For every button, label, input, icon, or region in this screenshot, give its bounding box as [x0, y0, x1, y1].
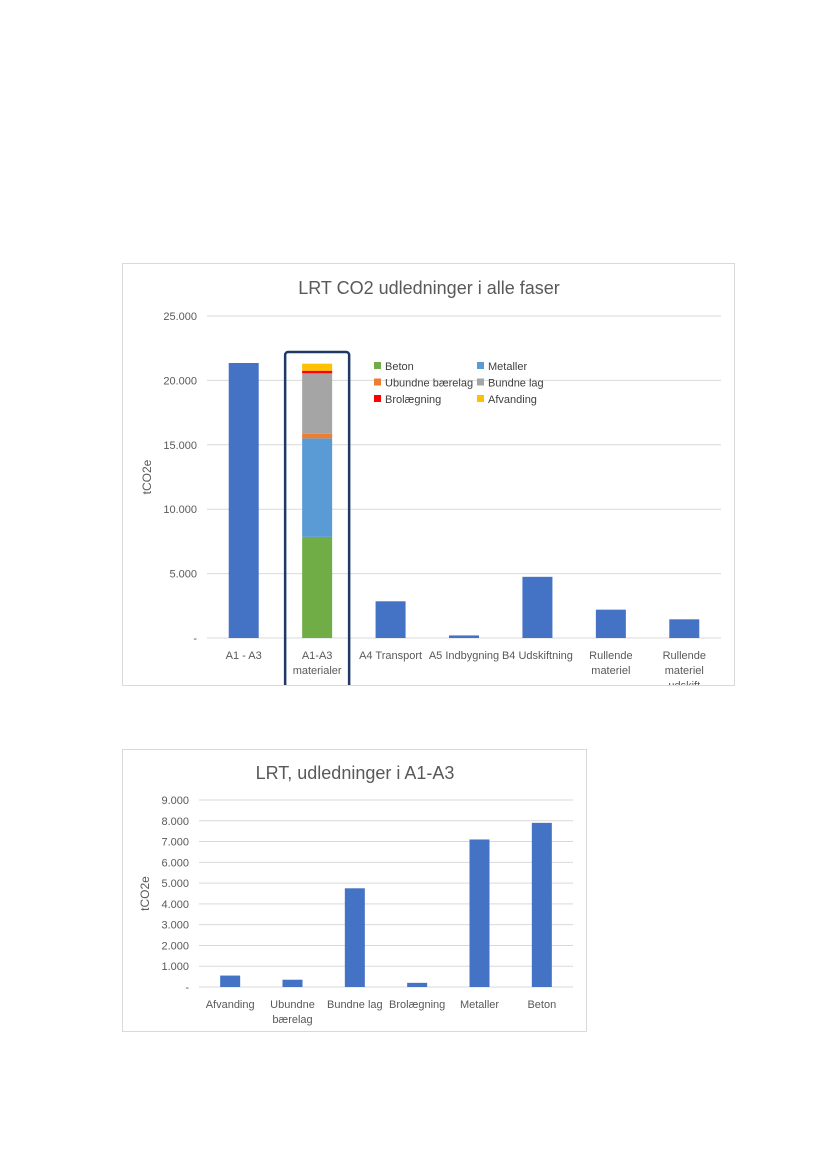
bar [469, 839, 490, 987]
y-tick-label: 5.000 [169, 569, 197, 581]
bar [375, 601, 406, 638]
bar [282, 979, 303, 987]
bar [449, 635, 479, 638]
x-tick-label: A5 Indbygning [429, 650, 499, 662]
legend-label: Afvanding [488, 394, 537, 406]
y-tick-label: 5.000 [161, 878, 189, 890]
y-tick-label: 1.000 [161, 961, 189, 973]
legend-label: Metaller [488, 361, 527, 373]
bar [595, 609, 626, 638]
x-tick-label: A1-A3 [302, 650, 333, 662]
y-tick-label: 9.000 [161, 795, 189, 807]
legend-label: Bundne lag [488, 378, 544, 390]
bar [407, 982, 428, 987]
x-tick-label: materiel [665, 665, 704, 677]
y-tick-label: 2.000 [161, 940, 189, 952]
x-tick-label: materialer [293, 665, 342, 677]
stacked-bar-segment-beton [302, 536, 333, 638]
y-tick-label: - [185, 982, 189, 994]
y-tick-label: 25.000 [163, 311, 197, 323]
y-tick-label: 20.000 [163, 375, 197, 387]
x-tick-label: bærelag [272, 1014, 312, 1026]
y-tick-label: 8.000 [161, 816, 189, 828]
legend-swatch [477, 378, 484, 386]
bar [522, 576, 553, 638]
x-tick-label: Afvanding [206, 999, 255, 1011]
legend-swatch [374, 378, 381, 386]
legend-label: Beton [385, 361, 414, 373]
chart-lrt-a1-a3-svg: LRT, udledninger i A1-A3 - 1.000 2.000 3.000… [138, 763, 573, 1026]
chart-title: LRT, udledninger i A1-A3 [256, 763, 455, 783]
stacked-bar-segment-metaller [302, 438, 333, 537]
stacked-bar-segment-ubundne-b-relag [302, 433, 333, 439]
chart-title: LRT CO2 udledninger i alle faser [298, 278, 559, 298]
stacked-bar-segment-brol-gning [302, 370, 333, 374]
x-tick-label: Rullende [589, 650, 632, 662]
y-tick-label: 10.000 [163, 504, 197, 516]
highlight-box [283, 350, 351, 685]
x-tick-label: materiel [591, 665, 630, 677]
x-tick-label: Brolægning [389, 999, 445, 1011]
y-tick-label: 4.000 [161, 899, 189, 911]
x-tick-label: A1 - A3 [226, 650, 262, 662]
y-tick-label: 15.000 [163, 440, 197, 452]
x-tick-label: Ubundne [270, 999, 315, 1011]
legend-swatch [374, 395, 381, 402]
legend-swatch [374, 362, 381, 369]
x-tick-label: udskift [668, 680, 700, 685]
y-axis-title: tCO2e [140, 459, 154, 494]
y-tick-label: - [193, 633, 197, 645]
legend-swatch [477, 395, 484, 402]
x-tick-label: Rullende [663, 650, 706, 662]
y-tick-label: 6.000 [161, 857, 189, 869]
chart-lrt-all-phases-svg: LRT CO2 udledninger i alle faser - 5.000 10… [140, 278, 721, 685]
chart-lrt-a1-a3: LRT, udledninger i A1-A3 - 1.000 2.000 3.000… [122, 749, 587, 1032]
bar [531, 822, 552, 987]
x-tick-label: B4 Udskiftning [502, 650, 573, 662]
bar [228, 363, 259, 638]
stacked-bar-segment-bundne-lag [302, 373, 333, 434]
bar [344, 888, 365, 987]
x-tick-label: Beton [527, 999, 556, 1011]
legend-label: Ubundne bærelag [385, 378, 473, 390]
x-tick-label: Metaller [460, 999, 499, 1011]
x-tick-label: Bundne lag [327, 999, 383, 1011]
legend-label: Brolægning [385, 394, 441, 406]
chart-lrt-all-phases: LRT CO2 udledninger i alle faser - 5.000 10… [122, 263, 735, 686]
legend-swatch [477, 362, 484, 369]
y-tick-label: 7.000 [161, 837, 189, 849]
bar [669, 619, 700, 638]
y-axis-title: tCO2e [138, 876, 152, 911]
y-tick-label: 3.000 [161, 920, 189, 932]
bar [220, 975, 241, 987]
x-tick-label: A4 Transport [359, 650, 422, 662]
stacked-bar-segment-afvanding [302, 363, 333, 371]
